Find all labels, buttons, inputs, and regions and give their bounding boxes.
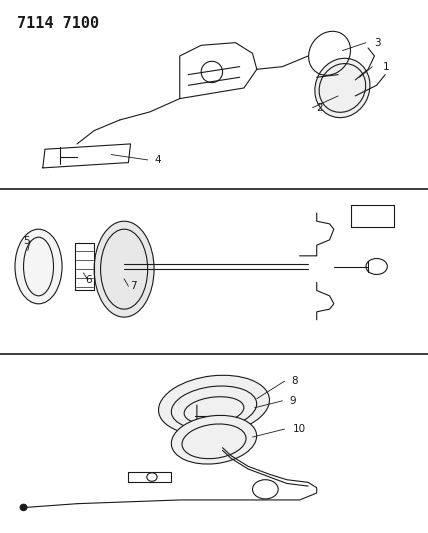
Ellipse shape — [15, 229, 62, 304]
Ellipse shape — [20, 504, 27, 511]
Text: 2: 2 — [317, 103, 323, 112]
Ellipse shape — [315, 58, 370, 118]
Text: 7: 7 — [131, 281, 137, 291]
Text: 7114 7100: 7114 7100 — [17, 16, 99, 31]
Text: 4: 4 — [154, 155, 160, 165]
Text: 9: 9 — [289, 396, 295, 406]
Text: 5: 5 — [24, 236, 30, 246]
Text: 3: 3 — [374, 38, 381, 47]
Ellipse shape — [158, 375, 270, 435]
Text: 6: 6 — [86, 275, 92, 285]
Ellipse shape — [94, 221, 154, 317]
Text: 10: 10 — [293, 424, 306, 434]
Text: 1: 1 — [383, 62, 389, 71]
Text: 8: 8 — [291, 376, 297, 386]
Ellipse shape — [171, 415, 257, 464]
